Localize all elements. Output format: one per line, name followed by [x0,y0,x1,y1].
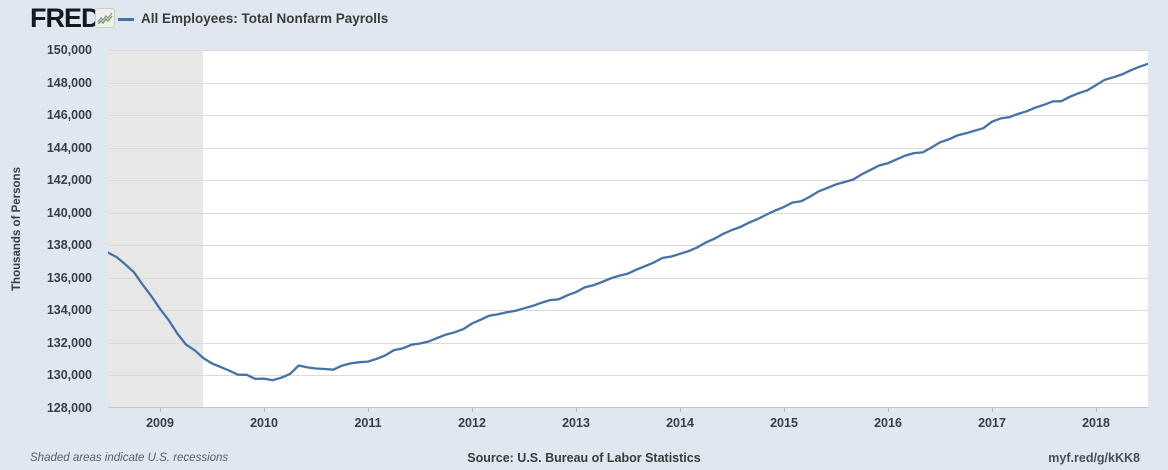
x-tick-label: 2010 [250,416,278,430]
y-axis-title: Thousands of Persons [11,167,23,291]
y-tick-label: 140,000 [46,205,92,220]
x-tick-mark [680,408,681,412]
fred-logo-text: FRED [30,3,100,33]
payrolls-line-series [108,62,1148,382]
x-tick-mark [264,408,265,412]
y-tick-label: 130,000 [46,368,92,383]
gridline [108,50,1148,51]
x-tick-mark [992,408,993,412]
y-tick-label: 144,000 [46,140,92,155]
x-tick-label: 2011 [354,416,382,430]
y-tick-label: 136,000 [46,270,92,285]
gridline [108,310,1148,312]
y-tick-label: 138,000 [46,238,92,253]
x-tick-label: 2013 [562,416,590,430]
y-tick-label: 148,000 [46,75,92,90]
series-legend-line [118,18,134,21]
gridline [108,212,1148,214]
x-tick-mark [784,408,785,412]
x-tick-mark [368,408,369,412]
x-tick-label: 2009 [146,416,174,430]
x-tick-label: 2016 [874,416,902,430]
x-tick-mark [1096,408,1097,412]
y-tick-label: 150,000 [46,43,92,57]
gridline [108,277,1148,279]
gridline [108,342,1148,344]
gridline [108,82,1148,84]
recession-note: Shaded areas indicate U.S. recessions [30,452,229,464]
gridline [108,115,1148,117]
x-tick-label: 2012 [458,416,486,430]
x-tick-mark [160,408,161,412]
x-tick-label: 2017 [978,416,1006,430]
x-tick-mark [576,408,577,412]
series-title: All Employees: Total Nonfarm Payrolls [141,11,389,26]
gridline [108,147,1148,149]
y-tick-label: 128,000 [46,401,92,415]
gridline [108,245,1148,247]
source-attribution: Source: U.S. Bureau of Labor Statistics [467,451,701,465]
x-tick-label: 2014 [666,416,694,430]
gridline [108,375,1148,377]
plot-area[interactable] [108,50,1148,408]
x-tick-mark [888,408,889,412]
myfred-share-link[interactable]: myf.red/g/kKK8 [1048,451,1140,465]
y-tick-label: 146,000 [46,108,92,123]
y-tick-label: 132,000 [46,335,92,350]
gridline [108,180,1148,182]
x-tick-label: 2015 [770,416,798,430]
recession-shading-band [108,50,204,408]
x-tick-label: 2018 [1082,416,1110,430]
y-tick-label: 142,000 [46,173,92,188]
fred-sparkline-icon [95,8,115,28]
x-tick-mark [472,408,473,412]
gridline [108,407,1148,408]
y-tick-label: 134,000 [46,303,92,318]
